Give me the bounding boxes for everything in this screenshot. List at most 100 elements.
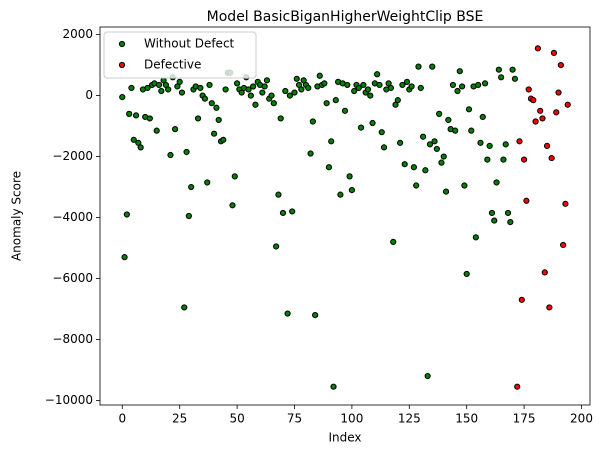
point xyxy=(123,211,130,218)
point xyxy=(417,84,424,92)
point xyxy=(486,142,493,149)
point xyxy=(463,270,470,278)
point xyxy=(252,101,259,108)
point xyxy=(130,136,137,143)
x-tick-label: 75 xyxy=(287,412,302,426)
point xyxy=(128,84,135,92)
point xyxy=(408,83,415,90)
point xyxy=(247,92,254,99)
point xyxy=(548,154,555,162)
point xyxy=(498,74,505,81)
legend-marker xyxy=(118,61,126,69)
point xyxy=(390,238,397,246)
point xyxy=(155,81,163,89)
point xyxy=(298,86,305,93)
point xyxy=(539,115,546,122)
point xyxy=(222,86,229,93)
point xyxy=(270,100,277,107)
point xyxy=(126,110,133,117)
point xyxy=(442,188,450,195)
point xyxy=(309,118,316,125)
point xyxy=(426,141,434,148)
point xyxy=(413,182,420,189)
point xyxy=(355,84,362,92)
point xyxy=(245,86,252,93)
y-axis-label: Anomaly Score xyxy=(10,171,24,261)
point xyxy=(525,86,532,93)
y-tick-label: 0 xyxy=(85,88,93,102)
point xyxy=(422,167,429,174)
point xyxy=(475,81,482,89)
point xyxy=(261,83,268,90)
point xyxy=(516,138,523,145)
point xyxy=(484,156,491,163)
legend-label: Defective xyxy=(144,58,201,72)
point xyxy=(438,159,445,166)
point xyxy=(183,148,190,156)
point xyxy=(316,72,323,79)
point xyxy=(557,62,564,69)
point xyxy=(351,87,358,95)
point xyxy=(291,89,298,96)
point xyxy=(537,107,544,114)
point xyxy=(307,150,314,157)
point xyxy=(275,191,282,198)
point xyxy=(504,209,512,217)
point xyxy=(328,138,335,145)
point xyxy=(380,144,388,151)
point xyxy=(401,161,408,168)
point xyxy=(279,209,287,217)
point xyxy=(201,95,209,102)
legend-label: Without Defect xyxy=(144,37,235,51)
point xyxy=(348,186,355,194)
point xyxy=(431,138,438,145)
point xyxy=(481,80,489,87)
point xyxy=(167,151,174,159)
point xyxy=(268,92,275,99)
point xyxy=(500,156,507,163)
point xyxy=(305,84,312,92)
point xyxy=(165,86,172,93)
point xyxy=(121,254,128,261)
point xyxy=(562,200,569,207)
point xyxy=(144,84,151,92)
point xyxy=(445,116,452,124)
point xyxy=(514,383,521,390)
point xyxy=(332,97,339,104)
y-tick-label: −10000 xyxy=(45,393,93,407)
point xyxy=(188,183,195,191)
x-tick-label: 200 xyxy=(570,412,593,426)
x-tick-label: 100 xyxy=(340,412,363,426)
point xyxy=(534,45,541,52)
point xyxy=(493,179,500,186)
point xyxy=(284,310,291,317)
point xyxy=(374,71,381,78)
point xyxy=(273,243,280,250)
x-tick-label: 150 xyxy=(455,412,478,426)
point xyxy=(119,94,126,101)
point xyxy=(433,145,440,153)
point xyxy=(137,144,144,151)
point xyxy=(479,113,486,121)
point xyxy=(171,126,179,133)
point xyxy=(456,68,463,75)
point xyxy=(220,136,227,143)
point xyxy=(158,87,165,95)
point xyxy=(330,383,337,390)
point xyxy=(399,81,406,89)
point xyxy=(495,66,502,73)
point xyxy=(465,106,473,113)
point xyxy=(176,78,183,85)
y-tick-label: −4000 xyxy=(52,210,93,224)
point xyxy=(454,87,461,95)
x-tick-label: 0 xyxy=(118,412,126,426)
point xyxy=(502,141,509,148)
point xyxy=(449,81,457,89)
point xyxy=(337,191,344,198)
point xyxy=(440,153,447,160)
point xyxy=(518,296,525,303)
point xyxy=(213,104,220,111)
point xyxy=(555,89,562,96)
point xyxy=(424,372,431,380)
